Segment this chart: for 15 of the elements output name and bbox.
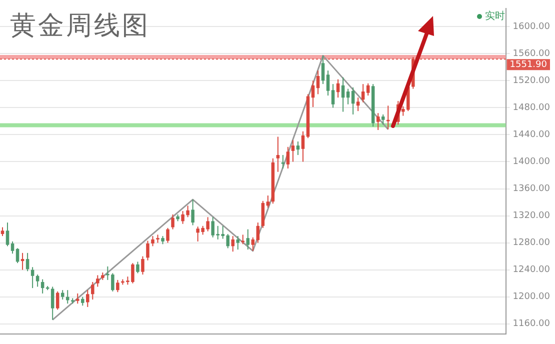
- chart-title: 黄金周线图: [10, 10, 150, 43]
- y-tick-label: 1240.00: [512, 265, 550, 276]
- y-tick-label: 1280.00: [512, 238, 550, 248]
- y-tick-label: 1600.00: [512, 22, 550, 32]
- ref-line-label: 1551.90: [510, 60, 548, 70]
- y-tick-label: 1200.00: [512, 292, 550, 302]
- y-tick-label: 1560.00: [512, 49, 550, 60]
- y-tick-label: 1480.00: [512, 103, 550, 114]
- y-tick-label: 1360.00: [512, 184, 550, 194]
- y-tick-label: 1160.00: [512, 319, 550, 330]
- y-tick-label: 1320.00: [512, 211, 550, 222]
- y-tick-label: 1520.00: [512, 76, 550, 86]
- y-tick-label: 1440.00: [512, 130, 550, 140]
- annotation: 实时: [485, 10, 505, 23]
- y-tick-label: 1400.00: [512, 157, 550, 168]
